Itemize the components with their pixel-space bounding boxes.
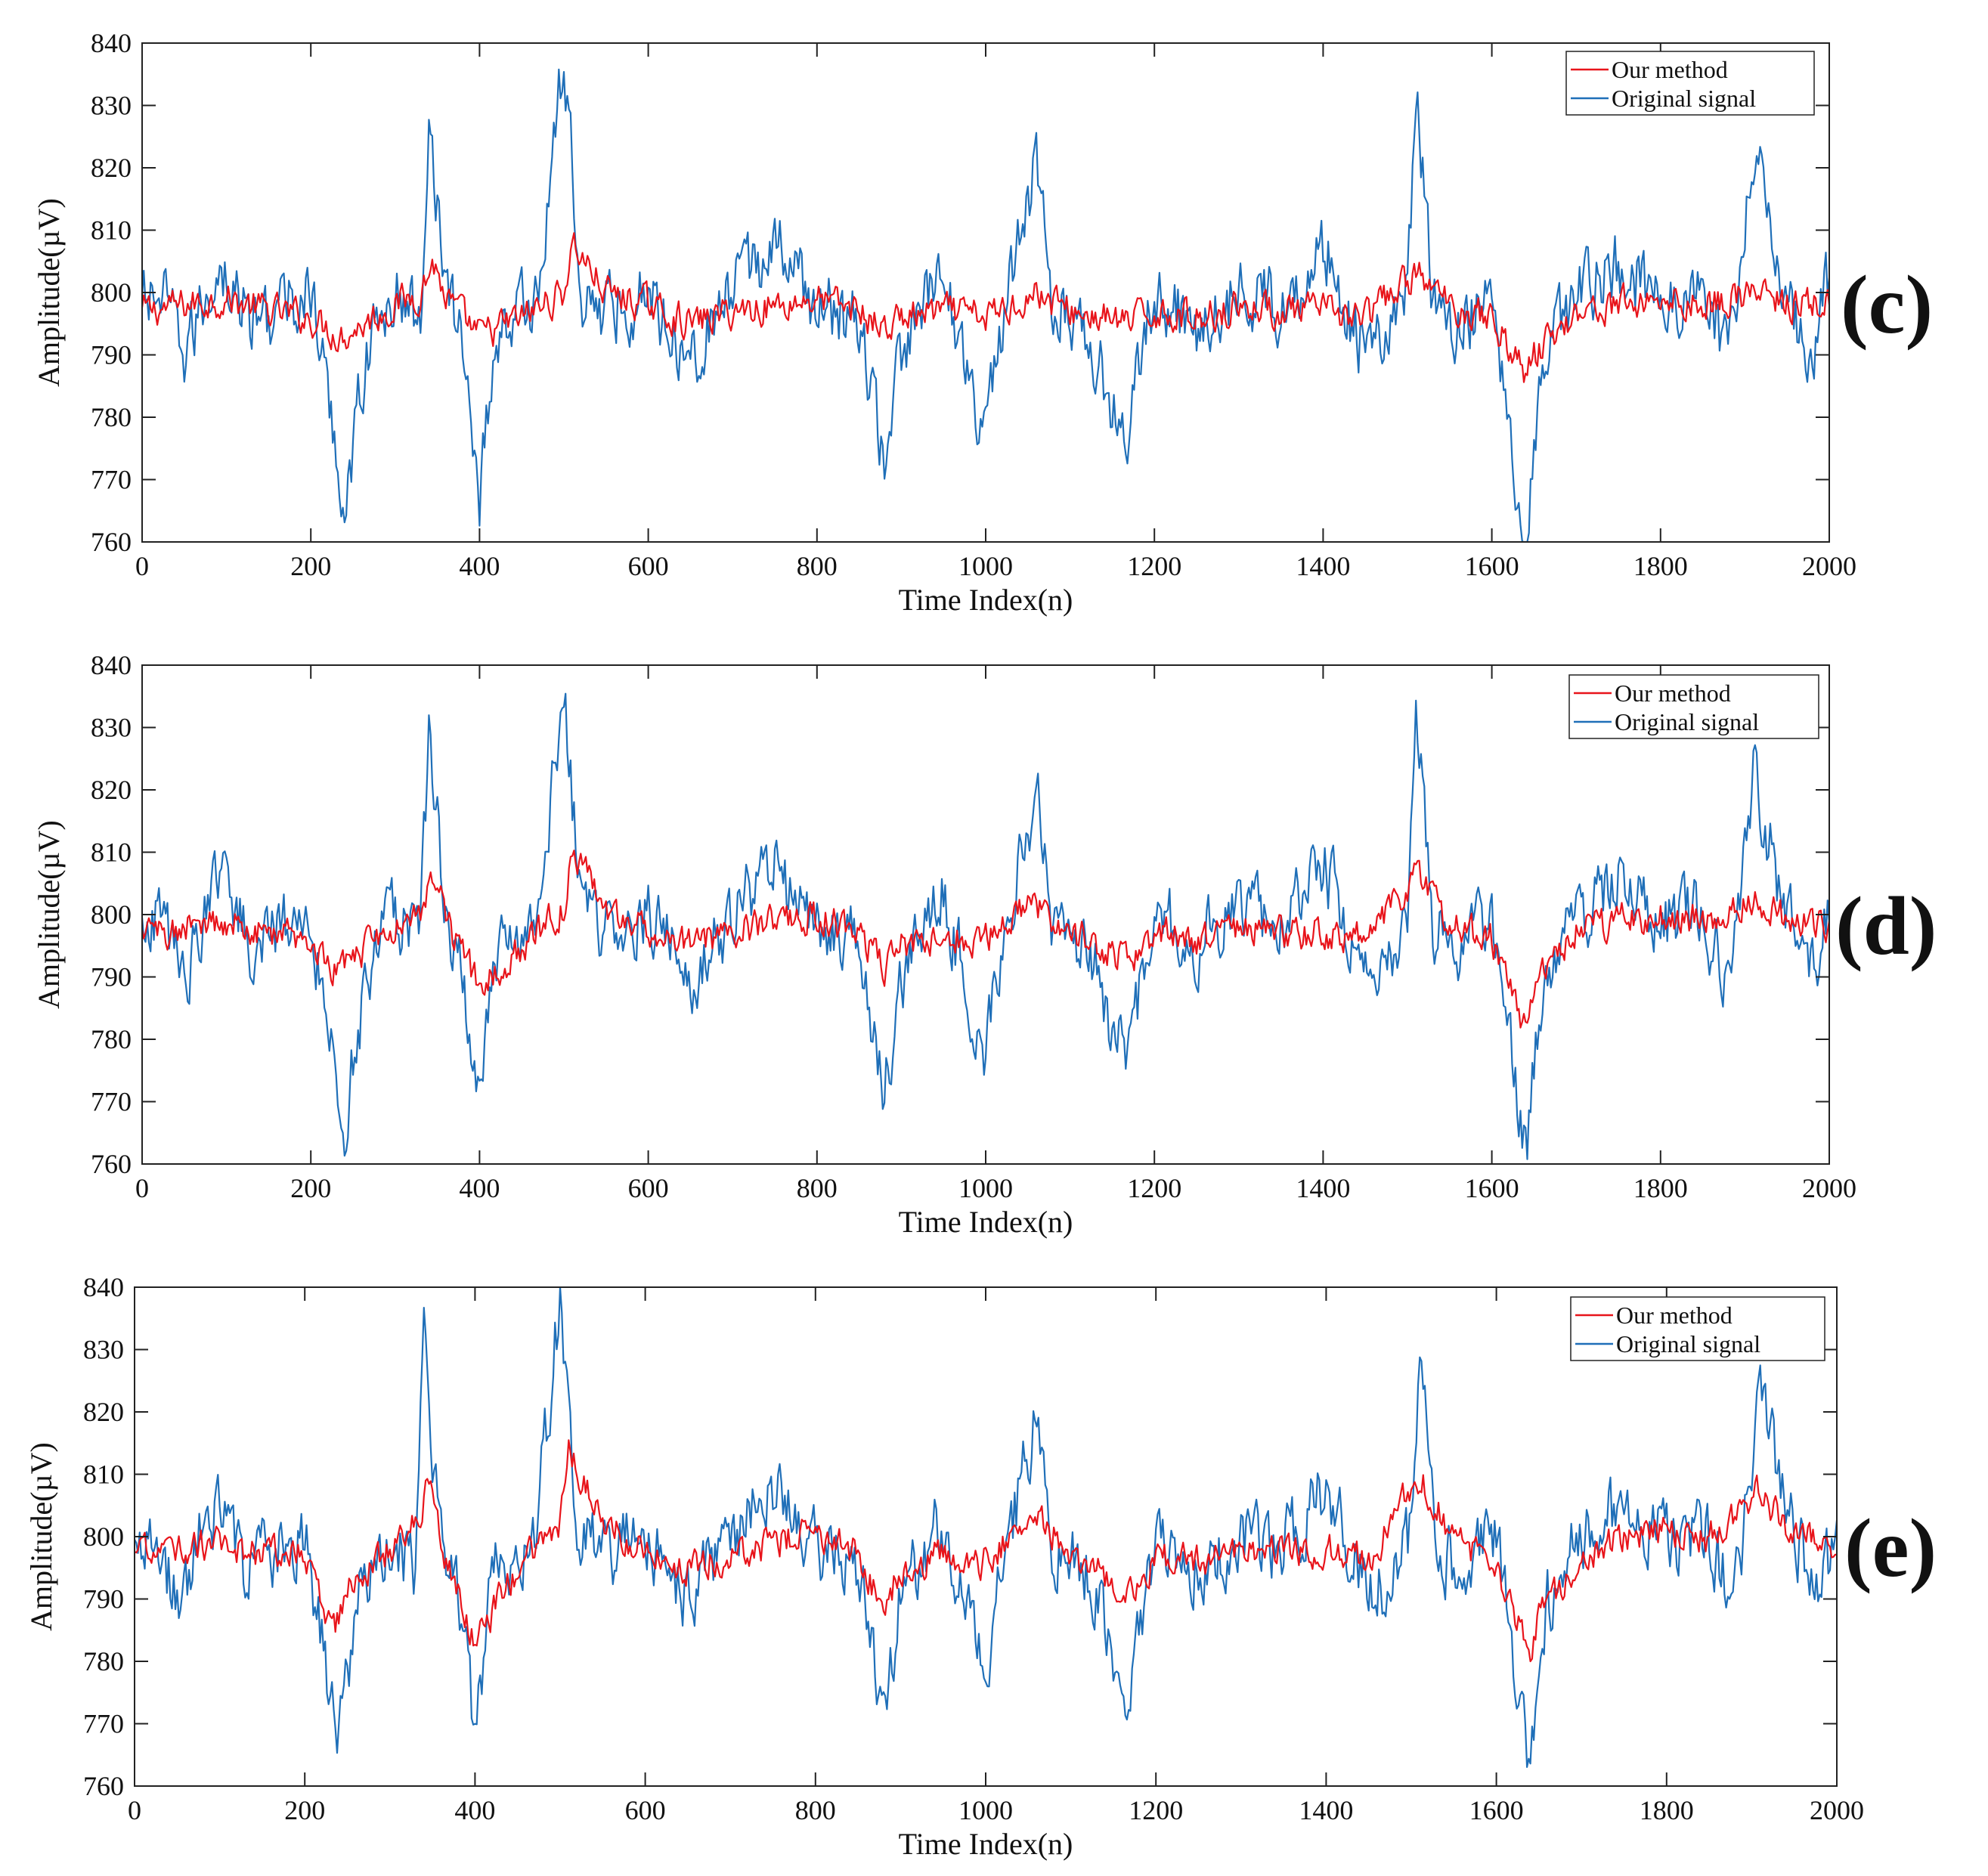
- legend-label-our-method: Our method: [1615, 680, 1731, 707]
- x-tick-label: 400: [454, 1795, 495, 1825]
- x-tick-label: 0: [135, 1173, 149, 1203]
- y-tick-label: 810: [83, 1460, 124, 1490]
- y-tick-label: 760: [91, 527, 132, 557]
- x-tick-label: 1600: [1469, 1795, 1524, 1825]
- x-tick-label: 400: [459, 551, 500, 581]
- x-tick-label: 1000: [958, 551, 1013, 581]
- chart-panel-d: 0 200 400 600 800 1000 1200 1400 1600 1800 2000 760…: [32, 650, 1937, 1239]
- x-tick-label: 1400: [1296, 551, 1350, 581]
- x-tick-label: 600: [628, 551, 669, 581]
- y-tick-label: 810: [91, 837, 132, 868]
- x-tick-label: 1200: [1127, 551, 1181, 581]
- y-tick-label: 780: [91, 1024, 132, 1054]
- x-tick-label: 600: [628, 1173, 669, 1203]
- panel-label: (c): [1841, 258, 1933, 351]
- y-axis-label: Amplitude(µV): [32, 820, 66, 1009]
- x-tick-label: 200: [284, 1795, 325, 1825]
- y-tick-label: 770: [91, 465, 132, 495]
- y-tick-label: 760: [91, 1149, 132, 1179]
- series-line-original-signal: [142, 692, 1829, 1160]
- x-tick-label: 1800: [1640, 1795, 1694, 1825]
- y-tick-label: 820: [91, 153, 132, 183]
- x-tick-label: 1400: [1296, 1173, 1350, 1203]
- y-tick-label: 790: [91, 962, 132, 992]
- x-tick-label: 1800: [1633, 1173, 1688, 1203]
- series-line-our-method: [142, 850, 1829, 1029]
- x-tick-label: 1200: [1129, 1795, 1183, 1825]
- series-line-original-signal: [135, 1287, 1837, 1768]
- y-tick-label: 800: [91, 277, 132, 308]
- x-tick-label: 1800: [1633, 551, 1688, 581]
- series-line-our-method: [142, 232, 1829, 383]
- chart-panel-e: 0 200 400 600 800 1000 1200 1400 1600 1800 2000 760…: [24, 1272, 1937, 1861]
- y-tick-label: 820: [91, 775, 132, 805]
- y-axis-label: Amplitude(µV): [32, 198, 66, 387]
- y-tick-label: 810: [91, 215, 132, 246]
- x-tick-label: 0: [135, 551, 149, 581]
- x-axis-label: Time Index(n): [899, 1205, 1073, 1239]
- x-axis-label: Time Index(n): [899, 1827, 1073, 1861]
- x-tick-label: 800: [797, 1173, 838, 1203]
- y-tick-label: 840: [91, 28, 132, 58]
- y-tick-label: 790: [91, 340, 132, 370]
- x-tick-label: 1000: [958, 1795, 1013, 1825]
- y-tick-label: 760: [83, 1771, 124, 1801]
- x-tick-label: 1600: [1465, 551, 1519, 581]
- x-tick-label: 1600: [1465, 1173, 1519, 1203]
- legend-label-our-method: Our method: [1612, 56, 1728, 83]
- y-tick-label: 830: [91, 91, 132, 121]
- x-tick-label: 800: [797, 551, 838, 581]
- y-tick-label: 800: [83, 1522, 124, 1552]
- y-axis-label: Amplitude(µV): [24, 1442, 58, 1631]
- panel-label: (e): [1844, 1502, 1937, 1594]
- x-tick-label: 600: [625, 1795, 666, 1825]
- x-tick-label: 200: [290, 1173, 331, 1203]
- legend-box: [1565, 51, 1815, 116]
- y-tick-label: 840: [91, 650, 132, 680]
- panel-label: (d): [1835, 880, 1937, 972]
- legend-label-original-signal: Original signal: [1612, 85, 1756, 112]
- legend-label-original-signal: Original signal: [1616, 1330, 1760, 1357]
- x-tick-label: 2000: [1802, 551, 1856, 581]
- x-tick-label: 800: [795, 1795, 836, 1825]
- x-tick-label: 2000: [1802, 1173, 1856, 1203]
- x-tick-label: 1000: [958, 1173, 1013, 1203]
- y-tick-label: 770: [83, 1709, 124, 1739]
- legend-label-our-method: Our method: [1616, 1302, 1733, 1329]
- legend-box: [1568, 674, 1819, 739]
- legend-box: [1570, 1296, 1825, 1361]
- y-tick-label: 800: [91, 899, 132, 930]
- y-tick-label: 840: [83, 1272, 124, 1302]
- x-tick-label: 0: [128, 1795, 141, 1825]
- series-line-original-signal: [142, 68, 1829, 542]
- legend-label-original-signal: Original signal: [1615, 708, 1759, 735]
- chart-panel-c: 0 200 400 600 800 1000 1200 1400 1600 1800 2000 760…: [32, 28, 1933, 617]
- x-tick-label: 400: [459, 1173, 500, 1203]
- y-tick-label: 770: [91, 1087, 132, 1117]
- x-tick-label: 1200: [1127, 1173, 1181, 1203]
- x-tick-label: 2000: [1810, 1795, 1864, 1825]
- y-tick-label: 830: [91, 713, 132, 743]
- y-tick-label: 830: [83, 1335, 124, 1365]
- y-tick-label: 820: [83, 1397, 124, 1427]
- series-line-our-method: [135, 1439, 1837, 1663]
- y-tick-label: 790: [83, 1584, 124, 1614]
- x-tick-label: 200: [290, 551, 331, 581]
- x-axis-label: Time Index(n): [899, 583, 1073, 617]
- y-tick-label: 780: [83, 1646, 124, 1676]
- y-tick-label: 780: [91, 402, 132, 432]
- x-tick-label: 1400: [1299, 1795, 1353, 1825]
